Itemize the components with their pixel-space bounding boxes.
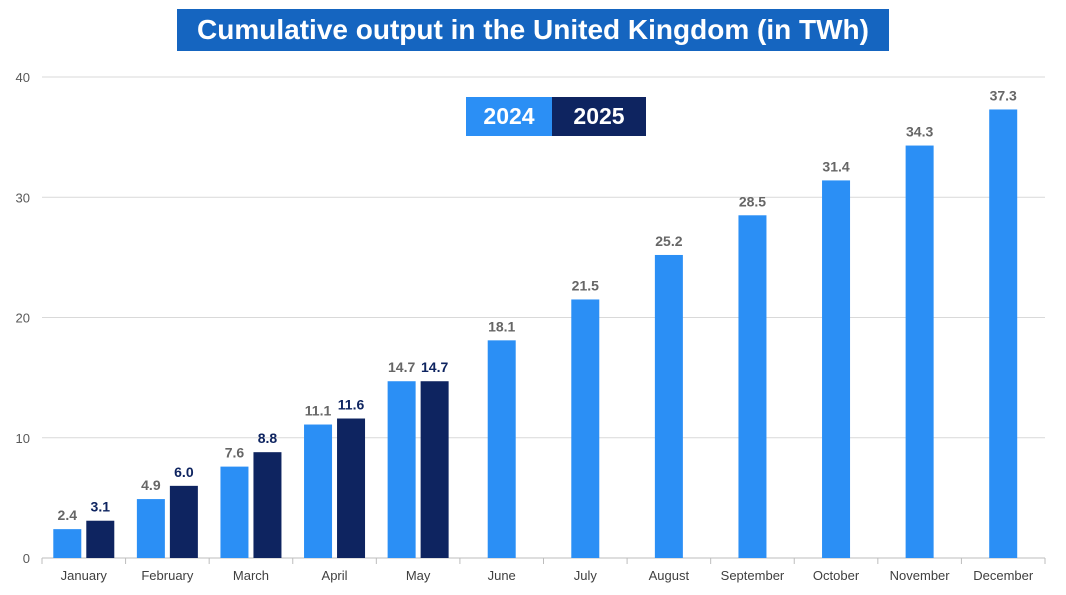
bar-2024-june bbox=[487, 340, 516, 558]
x-tick-label: October bbox=[813, 568, 860, 583]
x-tick-label: March bbox=[233, 568, 269, 583]
x-tick-label: December bbox=[973, 568, 1034, 583]
data-label-2024: 14.7 bbox=[388, 359, 415, 375]
y-tick-label: 30 bbox=[16, 190, 30, 205]
bar-2024-february bbox=[136, 499, 165, 558]
data-label-2024: 28.5 bbox=[739, 193, 766, 209]
data-label-2024: 31.4 bbox=[822, 158, 849, 174]
data-labels: 2.4 3.1 4.9 6.0 7.6 8.8 11.1 11.6 14.7 14.7 18.1 21… bbox=[58, 87, 1017, 523]
data-label-2024: 2.4 bbox=[58, 507, 78, 523]
y-tick-label: 10 bbox=[16, 431, 30, 446]
x-tick-label: June bbox=[488, 568, 516, 583]
bar-2024-july bbox=[571, 299, 600, 558]
bar-2024-december bbox=[989, 109, 1018, 558]
x-tick-label: January bbox=[61, 568, 108, 583]
data-label-2024: 37.3 bbox=[990, 87, 1017, 103]
data-label-2025: 8.8 bbox=[258, 430, 278, 446]
data-label-2024: 21.5 bbox=[572, 277, 599, 293]
legend-item-2024: 2024 bbox=[466, 97, 552, 136]
data-label-2024: 4.9 bbox=[141, 477, 161, 493]
bar-2024-november bbox=[905, 145, 934, 559]
x-tick-label: September bbox=[721, 568, 785, 583]
y-axis-ticks: 0 10 20 30 40 bbox=[16, 70, 30, 566]
data-label-2024: 25.2 bbox=[655, 233, 682, 249]
data-label-2025: 14.7 bbox=[421, 359, 448, 375]
bar-2025-february bbox=[169, 485, 198, 558]
bars bbox=[53, 109, 1018, 559]
bar-2024-january bbox=[53, 529, 82, 558]
x-tick-label: November bbox=[890, 568, 951, 583]
y-tick-label: 0 bbox=[23, 551, 30, 566]
x-tick-label: February bbox=[141, 568, 194, 583]
data-label-2025: 6.0 bbox=[174, 464, 194, 480]
bar-2025-march bbox=[253, 452, 282, 558]
y-tick-label: 20 bbox=[16, 311, 30, 326]
x-tick-label: May bbox=[406, 568, 431, 583]
bar-2025-january bbox=[86, 520, 115, 558]
bar-2025-april bbox=[337, 418, 366, 558]
data-label-2025: 11.6 bbox=[338, 397, 365, 413]
x-tick-label: August bbox=[649, 568, 690, 583]
y-tick-label: 40 bbox=[16, 70, 30, 85]
chart-title: Cumulative output in the United Kingdom … bbox=[177, 9, 889, 51]
bar-2024-april bbox=[304, 424, 333, 558]
bar-2024-october bbox=[822, 180, 851, 559]
bar-2024-september bbox=[738, 215, 767, 558]
data-label-2025: 3.1 bbox=[91, 499, 111, 515]
data-label-2024: 11.1 bbox=[305, 403, 332, 419]
x-axis-ticks: January February March April May June July Augu… bbox=[41, 558, 1046, 583]
x-tick-label: July bbox=[574, 568, 598, 583]
data-label-2024: 34.3 bbox=[906, 124, 933, 140]
legend-item-2025: 2025 bbox=[552, 97, 646, 136]
bar-2024-may bbox=[387, 381, 416, 558]
x-tick-label: April bbox=[322, 568, 348, 583]
bar-2024-august bbox=[654, 254, 683, 558]
bar-2024-march bbox=[220, 466, 249, 558]
data-label-2024: 18.1 bbox=[488, 318, 515, 334]
bar-2025-may bbox=[420, 381, 449, 558]
data-label-2024: 7.6 bbox=[225, 445, 245, 461]
